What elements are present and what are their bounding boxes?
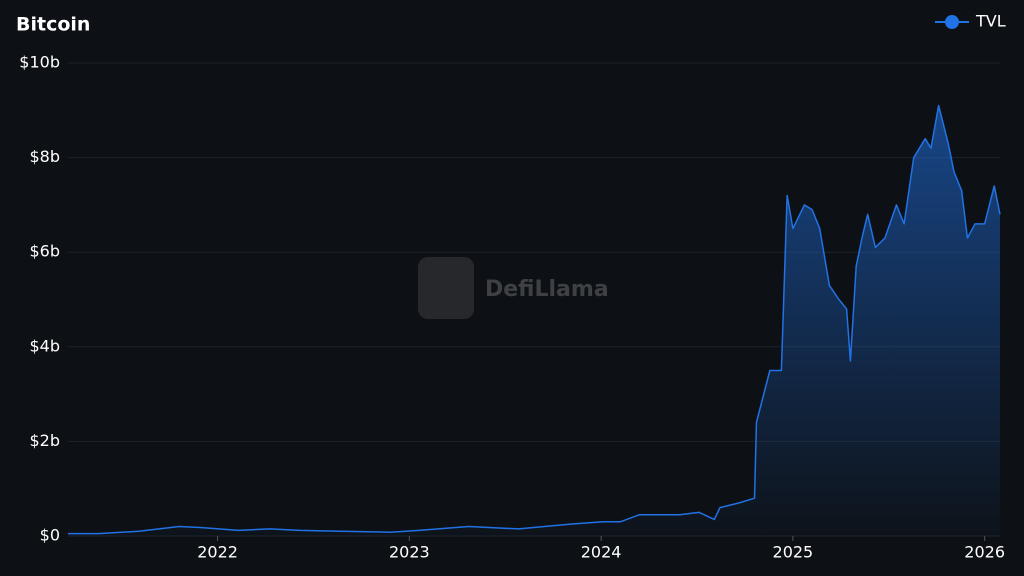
x-tick-label: 2026 bbox=[964, 543, 1005, 562]
y-tick-label: $0 bbox=[40, 526, 60, 545]
watermark: DefiLlama bbox=[418, 257, 609, 319]
y-tick-label: $10b bbox=[19, 53, 60, 72]
area bbox=[68, 105, 1000, 536]
legend-label: TVL bbox=[975, 12, 1006, 31]
y-tick-label: $4b bbox=[29, 336, 60, 355]
legend-marker bbox=[945, 15, 959, 29]
x-tick-label: 2023 bbox=[389, 543, 430, 562]
chart-title: Bitcoin bbox=[16, 14, 90, 36]
line bbox=[68, 104, 1001, 535]
y-tick-label: $8b bbox=[29, 147, 60, 166]
x-tick-label: 2022 bbox=[197, 543, 238, 562]
watermark-logo bbox=[418, 257, 474, 319]
x-tick-label: 2024 bbox=[581, 543, 622, 562]
x-tick-label: 2025 bbox=[773, 543, 814, 562]
watermark-text: DefiLlama bbox=[485, 277, 609, 302]
y-tick-label: $6b bbox=[29, 242, 60, 261]
y-tick-label: $2b bbox=[29, 431, 60, 450]
